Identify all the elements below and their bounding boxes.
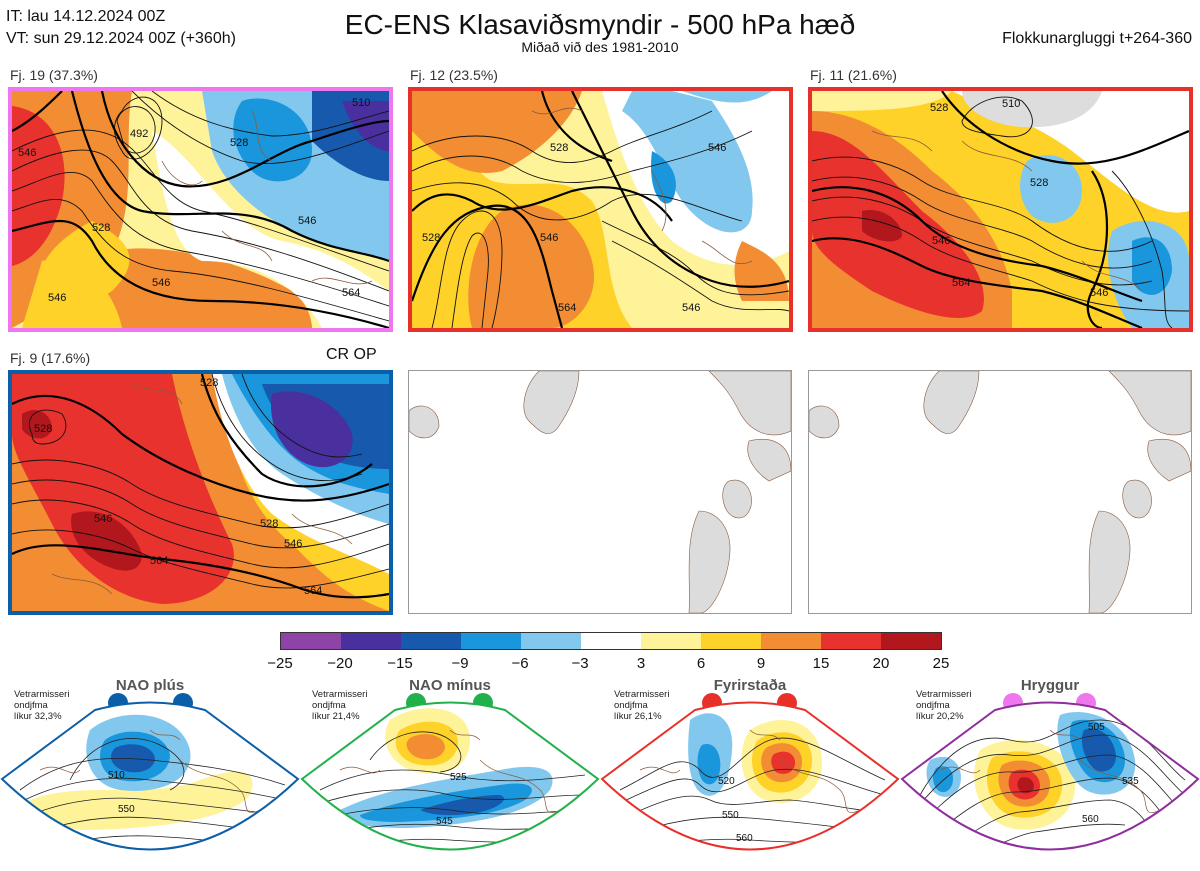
contour-label: 546: [152, 277, 170, 289]
colorbar-swatch: [341, 633, 401, 649]
cluster-map-3: 528 528 546 564 546 510: [808, 87, 1193, 332]
contour-label: 505: [1088, 722, 1105, 733]
regime-title-nao-minus: NAO mínus: [409, 677, 491, 694]
colorbar-swatch: [821, 633, 881, 649]
contour-label: 528: [34, 423, 52, 435]
regime-map-ridge: 505 535 560: [900, 701, 1200, 851]
initial-time-label: IT: lau 14.12.2024 00Z: [6, 8, 166, 25]
control-operational-tag: CR OP: [326, 346, 377, 363]
colorbar-tick: 15: [812, 655, 830, 672]
contour-label: 550: [118, 804, 135, 815]
contour-label: 510: [108, 770, 125, 781]
contour-label: 525: [450, 772, 467, 783]
regime-frequency-blocking: Vetrarmisseri ondjfma líkur 26,1%: [614, 689, 670, 722]
cluster-label-4: Fj. 9 (17.6%): [10, 350, 91, 366]
contour-label: 560: [736, 833, 753, 844]
colorbar-swatch: [701, 633, 761, 649]
colorbar-tick: 6: [696, 655, 706, 672]
regime-border: [300, 701, 600, 851]
regime-title-ridge: Hryggur: [1020, 677, 1080, 694]
colorbar-tick: −20: [327, 655, 353, 672]
cluster-map-2: 528 528 546 546 564 546: [408, 87, 793, 332]
contour-label: 528: [550, 142, 568, 154]
colorbar-swatch: [461, 633, 521, 649]
regime-border: [0, 701, 300, 851]
colorbar-swatch: [401, 633, 461, 649]
contour-label: 546: [48, 292, 66, 304]
cluster-map-1: 492 528 528 546 546 546 546 564 510: [8, 87, 393, 332]
colorbar-tick: 9: [756, 655, 766, 672]
empty-cluster-map-5: [408, 370, 792, 614]
colorbar-tick: 20: [872, 655, 890, 672]
regime-title-nao-plus: NAO plús: [115, 677, 185, 694]
colorbar-tick: 25: [932, 655, 950, 672]
contour-label: 564: [304, 585, 322, 597]
contour-label: 492: [130, 128, 148, 140]
contour-label: 545: [436, 816, 453, 827]
page-title: EC-ENS Klasaviðsmyndir - 500 hPa hæð: [344, 9, 856, 40]
colorbar-tick: 3: [636, 655, 646, 672]
contour-label: 546: [94, 513, 112, 525]
regime-frequency-ridge: Vetrarmisseri ondjfma líkur 20,2%: [916, 689, 972, 722]
contour-label: 546: [932, 235, 950, 247]
colorbar-swatch: [761, 633, 821, 649]
contour-label: 564: [342, 287, 360, 299]
colorbar-tick: −3: [571, 655, 589, 672]
classification-window-label: Flokkunargluggi t+264-360: [1002, 30, 1192, 47]
regime-map-blocking: 520 550 560: [600, 701, 900, 851]
regime-border: [900, 701, 1200, 851]
contour-label: 528: [200, 377, 218, 389]
contour-label: 510: [1002, 98, 1020, 110]
contour-label: 546: [682, 302, 700, 314]
contour-label: 564: [952, 277, 970, 289]
contour-label: 546: [18, 147, 36, 159]
colorbar-swatch: [581, 633, 641, 649]
colorbar-tick: −25: [267, 655, 293, 672]
regime-frequency-nao-plus: Vetrarmisseri ondjfma líkur 32,3%: [14, 689, 70, 722]
contour-label: 546: [298, 215, 316, 227]
cluster-label-1: Fj. 19 (37.3%): [10, 67, 98, 83]
contour-label: 528: [930, 102, 948, 114]
contour-label: 546: [284, 538, 302, 550]
contour-label: 550: [722, 810, 739, 821]
colorbar-swatch: [521, 633, 581, 649]
cluster-map-4: 528 528 546 546 564 564 528: [8, 370, 393, 615]
contour-label: 528: [230, 137, 248, 149]
contour-label: 565: [446, 850, 463, 861]
regime-title-blocking: Fyrirstaða: [713, 677, 787, 694]
contour-label: 528: [1030, 177, 1048, 189]
contour-label: 520: [718, 776, 735, 787]
colorbar-tick: −15: [387, 655, 413, 672]
contour-label: 564: [558, 302, 576, 314]
regime-map-nao-plus: 510 550: [0, 701, 300, 851]
page-subtitle: Miðað við des 1981-2010: [521, 39, 679, 55]
colorbar-swatch: [641, 633, 701, 649]
regime-frequency-nao-minus: Vetrarmisseri ondjfma líkur 21,4%: [312, 689, 368, 722]
colorbar-swatch: [281, 633, 341, 649]
contour-label: 528: [422, 232, 440, 244]
cluster-label-3: Fj. 11 (21.6%): [810, 67, 897, 83]
contour-label: 546: [1090, 287, 1108, 299]
cluster-label-2: Fj. 12 (23.5%): [410, 67, 498, 83]
colorbar-tick: −9: [451, 655, 469, 672]
contour-label: 564: [150, 555, 168, 567]
anomaly-colorbar: [280, 632, 942, 650]
contour-label: 546: [708, 142, 726, 154]
regime-border: [600, 701, 900, 851]
valid-time-label: VT: sun 29.12.2024 00Z (+360h): [6, 30, 236, 47]
contour-label: 560: [1082, 814, 1099, 825]
empty-cluster-map-6: [808, 370, 1192, 614]
contour-label: 528: [92, 222, 110, 234]
contour-label: 546: [540, 232, 558, 244]
colorbar-tick: −6: [511, 655, 529, 672]
contour-label: 510: [352, 97, 370, 109]
colorbar-tick-labels: −25 −20 −15 −9 −6 −3 3 6 9 15 20 25: [0, 655, 1200, 675]
regime-map-nao-minus: 525 545 565: [300, 701, 600, 861]
contour-label: 535: [1122, 776, 1139, 787]
colorbar-swatch: [881, 633, 941, 649]
contour-label: 528: [260, 518, 278, 530]
